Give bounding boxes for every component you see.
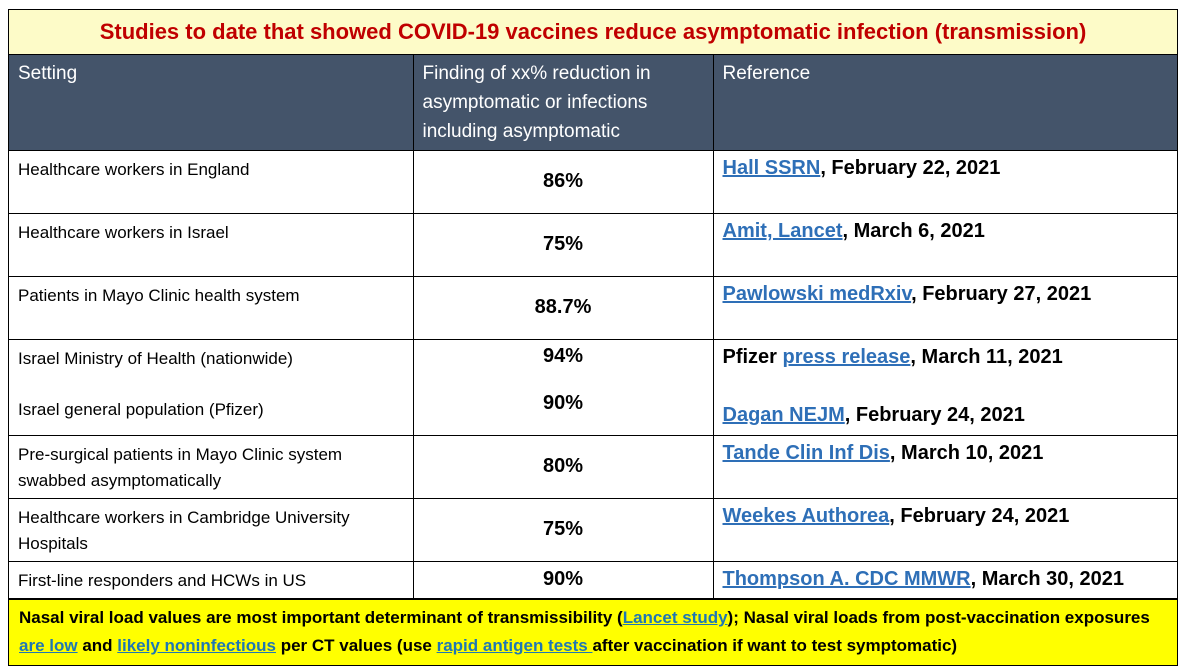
reference-cell: Thompson A. CDC MMWR, March 30, 2021 xyxy=(713,561,1177,599)
setting-cell: Healthcare workers in Cambridge Universi… xyxy=(9,498,414,562)
reference-date: , March 10, 2021 xyxy=(889,442,1044,464)
reference-link[interactable]: Amit, Lancet xyxy=(722,220,843,242)
table-row: Healthcare workers in Israel 75% Amit, L… xyxy=(9,213,1177,277)
reference-link[interactable]: Dagan NEJM xyxy=(722,404,845,426)
table-row: Pre-surgical patients in Mayo Clinic sys… xyxy=(9,435,1177,499)
reference-line: Dagan NEJM, February 24, 2021 xyxy=(723,404,1169,427)
reference-link[interactable]: Weekes Authorea xyxy=(722,505,890,527)
footer-text: and xyxy=(77,636,118,655)
reference-link[interactable]: press release xyxy=(782,346,911,368)
reference-prefix: Pfizer xyxy=(722,346,783,368)
reference-cell: Amit, Lancet, March 6, 2021 xyxy=(713,213,1177,277)
footer-text: per CT values (use xyxy=(275,636,437,655)
reference-cell: Pfizer press release, March 11, 2021 Dag… xyxy=(713,339,1177,436)
reference-cell: Tande Clin Inf Dis, March 10, 2021 xyxy=(713,435,1177,499)
finding-value: 94% xyxy=(542,345,584,367)
reference-line: Pfizer press release, March 11, 2021 xyxy=(723,346,1169,369)
studies-table: Setting Finding of xx% reduction in asym… xyxy=(9,55,1177,599)
table-row: Patients in Mayo Clinic health system 88… xyxy=(9,276,1177,340)
setting-line: Israel Ministry of Health (nationwide) xyxy=(18,349,293,368)
finding-cell: 80% xyxy=(413,435,714,499)
finding-value: 80% xyxy=(542,455,584,477)
reference-date: , March 11, 2021 xyxy=(910,346,1063,368)
reference-date: , February 24, 2021 xyxy=(889,505,1070,527)
setting-cell: First-line responders and HCWs in US xyxy=(9,561,414,599)
reference-link[interactable]: Tande Clin Inf Dis xyxy=(722,442,890,464)
likely-noninfectious-link[interactable]: likely noninfectious xyxy=(117,636,276,655)
footer-note: Nasal viral load values are most importa… xyxy=(9,599,1177,665)
finding-cell: 75% xyxy=(413,498,714,562)
setting-cell: Healthcare workers in Israel xyxy=(9,213,414,277)
header-row: Setting Finding of xx% reduction in asym… xyxy=(9,55,1177,151)
reference-date: , March 30, 2021 xyxy=(970,568,1125,590)
reference-link[interactable]: Hall SSRN xyxy=(722,157,821,179)
lancet-study-link[interactable]: Lancet study xyxy=(622,608,728,627)
footer-text: Nasal viral load values are most importa… xyxy=(19,608,623,627)
setting-cell: Patients in Mayo Clinic health system xyxy=(9,276,414,340)
table-title: Studies to date that showed COVID-19 vac… xyxy=(9,10,1177,55)
finding-value: 75% xyxy=(542,518,584,540)
setting-header: Setting xyxy=(9,55,414,151)
reference-date: , February 24, 2021 xyxy=(844,404,1025,426)
rapid-antigen-tests-link[interactable]: rapid antigen tests xyxy=(436,636,593,655)
reference-cell: Weekes Authorea, February 24, 2021 xyxy=(713,498,1177,562)
reference-cell: Pawlowski medRxiv, February 27, 2021 xyxy=(713,276,1177,340)
finding-value: 88.7% xyxy=(534,296,592,318)
reference-date: , February 27, 2021 xyxy=(911,283,1092,305)
finding-cell: 90% xyxy=(413,561,714,599)
setting-cell: Healthcare workers in England xyxy=(9,150,414,214)
reference-date: , March 6, 2021 xyxy=(842,220,985,242)
setting-line: Israel general population (Pfizer) xyxy=(18,400,264,419)
reference-cell: Hall SSRN, February 22, 2021 xyxy=(713,150,1177,214)
reference-link[interactable]: Thompson A. CDC MMWR xyxy=(722,568,971,590)
table-row: Israel Ministry of Health (nationwide) I… xyxy=(9,339,1177,436)
table-row: Healthcare workers in Cambridge Universi… xyxy=(9,498,1177,562)
finding-value: 75% xyxy=(542,233,584,255)
finding-cell: 94% 90% xyxy=(413,339,714,436)
footer-text: ); Nasal viral loads from post-vaccinati… xyxy=(727,608,1150,627)
finding-value: 86% xyxy=(542,170,584,192)
table-row: First-line responders and HCWs in US 90%… xyxy=(9,561,1177,599)
reference-link[interactable]: Pawlowski medRxiv xyxy=(722,283,912,305)
setting-cell: Israel Ministry of Health (nationwide) I… xyxy=(9,339,414,436)
table-row: Healthcare workers in England 86% Hall S… xyxy=(9,150,1177,214)
finding-cell: 86% xyxy=(413,150,714,214)
finding-cell: 75% xyxy=(413,213,714,277)
finding-value: 90% xyxy=(542,568,584,590)
are-low-link[interactable]: are low xyxy=(19,636,78,655)
setting-cell: Pre-surgical patients in Mayo Clinic sys… xyxy=(9,435,414,499)
reference-header: Reference xyxy=(713,55,1177,151)
finding-header: Finding of xx% reduction in asymptomatic… xyxy=(413,55,714,151)
footer-text: after vaccination if want to test sympto… xyxy=(592,636,958,655)
studies-table-frame: Studies to date that showed COVID-19 vac… xyxy=(8,9,1178,666)
finding-cell: 88.7% xyxy=(413,276,714,340)
reference-date: , February 22, 2021 xyxy=(820,157,1001,179)
finding-value: 90% xyxy=(542,392,584,414)
